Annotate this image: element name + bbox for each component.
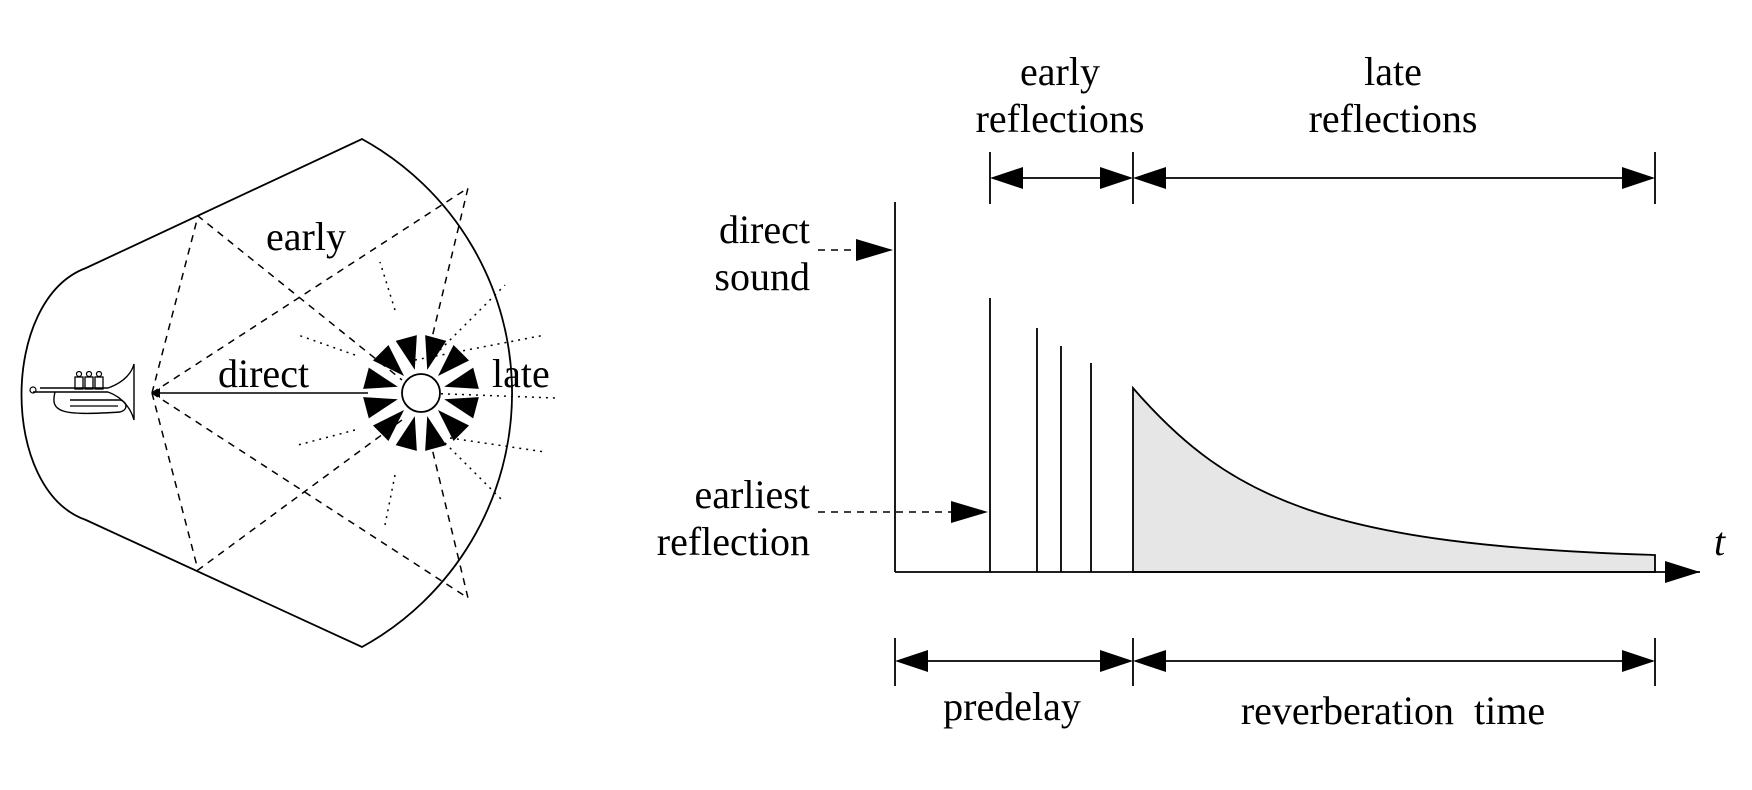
listener-incoming-arrowhead <box>437 409 470 442</box>
room-outline <box>20 137 513 649</box>
early-reflection-impulses <box>989 298 1092 572</box>
predelay-span <box>894 638 1134 686</box>
earliest-reflection-label-2: reflection <box>657 519 810 564</box>
listener-incoming-arrowhead <box>425 416 447 451</box>
room-label-direct: direct <box>218 351 309 396</box>
listener-incoming-arrowhead <box>444 367 479 389</box>
direct-sound-label-2: sound <box>714 254 810 299</box>
t-axis-arrowhead <box>1665 561 1700 583</box>
listener-incoming-arrowhead <box>425 335 447 370</box>
listener-incoming-arrowhead <box>372 409 405 442</box>
room-diagram: early direct late <box>20 137 557 649</box>
listener-incoming-arrowhead <box>395 416 417 451</box>
late-reflections-label-1: late <box>1364 49 1422 94</box>
earliest-reflection-arrowhead <box>951 501 988 523</box>
predelay-label: predelay <box>943 684 1081 729</box>
trumpet-icon <box>29 363 135 421</box>
room-label-early: early <box>266 214 346 259</box>
listener-incoming-arrowhead <box>444 397 479 419</box>
early-reflection-paths <box>151 186 470 600</box>
early-reflections-label-2: reflections <box>976 96 1145 141</box>
late-reflections-span <box>1133 152 1656 204</box>
listener-incoming-arrowhead <box>363 397 398 419</box>
late-reflection-rays <box>297 261 557 526</box>
t-axis-label: t <box>1714 519 1726 564</box>
listener-icon <box>363 335 479 451</box>
late-reflections-label-2: reflections <box>1309 96 1478 141</box>
early-reflections-span <box>989 152 1134 204</box>
room-label-late: late <box>492 351 550 396</box>
impulse-response: direct sound earliest reflection early r… <box>657 49 1726 733</box>
reverberation-time-label: reverberation time <box>1241 688 1545 733</box>
listener-incoming-arrowhead <box>437 344 470 377</box>
listener-incoming-arrowhead <box>395 335 417 370</box>
earliest-reflection-label-1: earliest <box>695 472 811 517</box>
direct-sound-arrowhead <box>856 239 893 261</box>
direct-sound-label-1: direct <box>719 207 810 252</box>
listener-incoming-arrowhead <box>363 367 398 389</box>
listener-incoming-arrowhead <box>372 344 405 377</box>
early-reflections-label-1: early <box>1020 49 1100 94</box>
reverberation-time-span <box>1133 638 1656 686</box>
late-reverb-decay <box>1132 385 1656 573</box>
